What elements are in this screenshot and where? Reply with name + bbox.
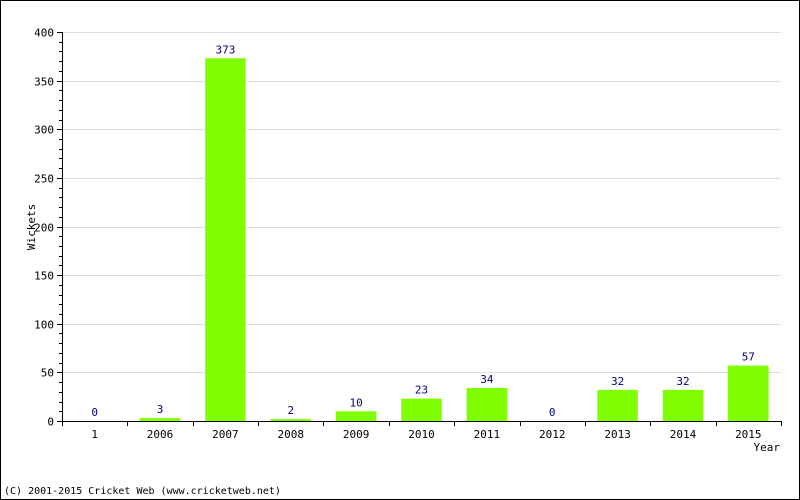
bar-value-label: 10: [350, 396, 363, 409]
bars: [139, 58, 769, 421]
bar-value-label: 32: [611, 375, 624, 388]
x-tick-label: 2015: [735, 428, 762, 441]
x-tick-label: 2011: [474, 428, 501, 441]
bar-value-label: 23: [415, 384, 428, 397]
bar: [205, 58, 246, 421]
bar-value-label: 32: [676, 375, 689, 388]
y-tick-label: 200: [34, 222, 54, 235]
x-tick-label: 2009: [343, 428, 370, 441]
copyright-text: (C) 2001-2015 Cricket Web (www.cricketwe…: [4, 486, 281, 497]
y-tick-label: 400: [34, 27, 54, 40]
bar: [662, 389, 704, 421]
x-tick-label: 2007: [212, 428, 239, 441]
bar: [270, 419, 312, 421]
y-tick-label: 0: [47, 416, 54, 429]
x-tick-label: 2010: [408, 428, 435, 441]
x-axis-label: Year: [754, 441, 781, 454]
bar-value-label: 0: [549, 406, 556, 419]
bar-value-label: 57: [742, 351, 755, 364]
bar: [466, 387, 508, 421]
bar: [728, 365, 769, 421]
grid-lines: [62, 32, 781, 373]
x-tick-label: 1: [91, 428, 98, 441]
y-tick-label: 50: [41, 367, 54, 380]
bar: [335, 411, 377, 421]
x-tick-label: 2006: [147, 428, 174, 441]
bar-value-label: 2: [287, 404, 294, 417]
bar-value-label: 3: [157, 403, 164, 416]
x-tick-label: 2012: [539, 428, 566, 441]
axes: [57, 32, 782, 426]
bar: [401, 398, 442, 421]
y-tick-label: 300: [34, 124, 54, 137]
labels: 0501001502002503003504000132006373200722…: [34, 27, 761, 442]
y-tick-label: 250: [34, 173, 54, 186]
y-tick-label: 150: [34, 270, 54, 283]
y-tick-label: 350: [34, 76, 54, 89]
bar-value-label: 34: [480, 373, 494, 386]
y-tick-label: 100: [34, 319, 54, 332]
bar: [139, 418, 181, 421]
bar-value-label: 373: [215, 43, 235, 56]
x-tick-label: 2013: [604, 428, 631, 441]
y-axis-label: Wickets: [25, 204, 38, 250]
bar-value-label: 0: [91, 406, 98, 419]
bar: [597, 389, 638, 421]
x-tick-label: 2014: [670, 428, 697, 441]
x-tick-label: 2008: [278, 428, 305, 441]
